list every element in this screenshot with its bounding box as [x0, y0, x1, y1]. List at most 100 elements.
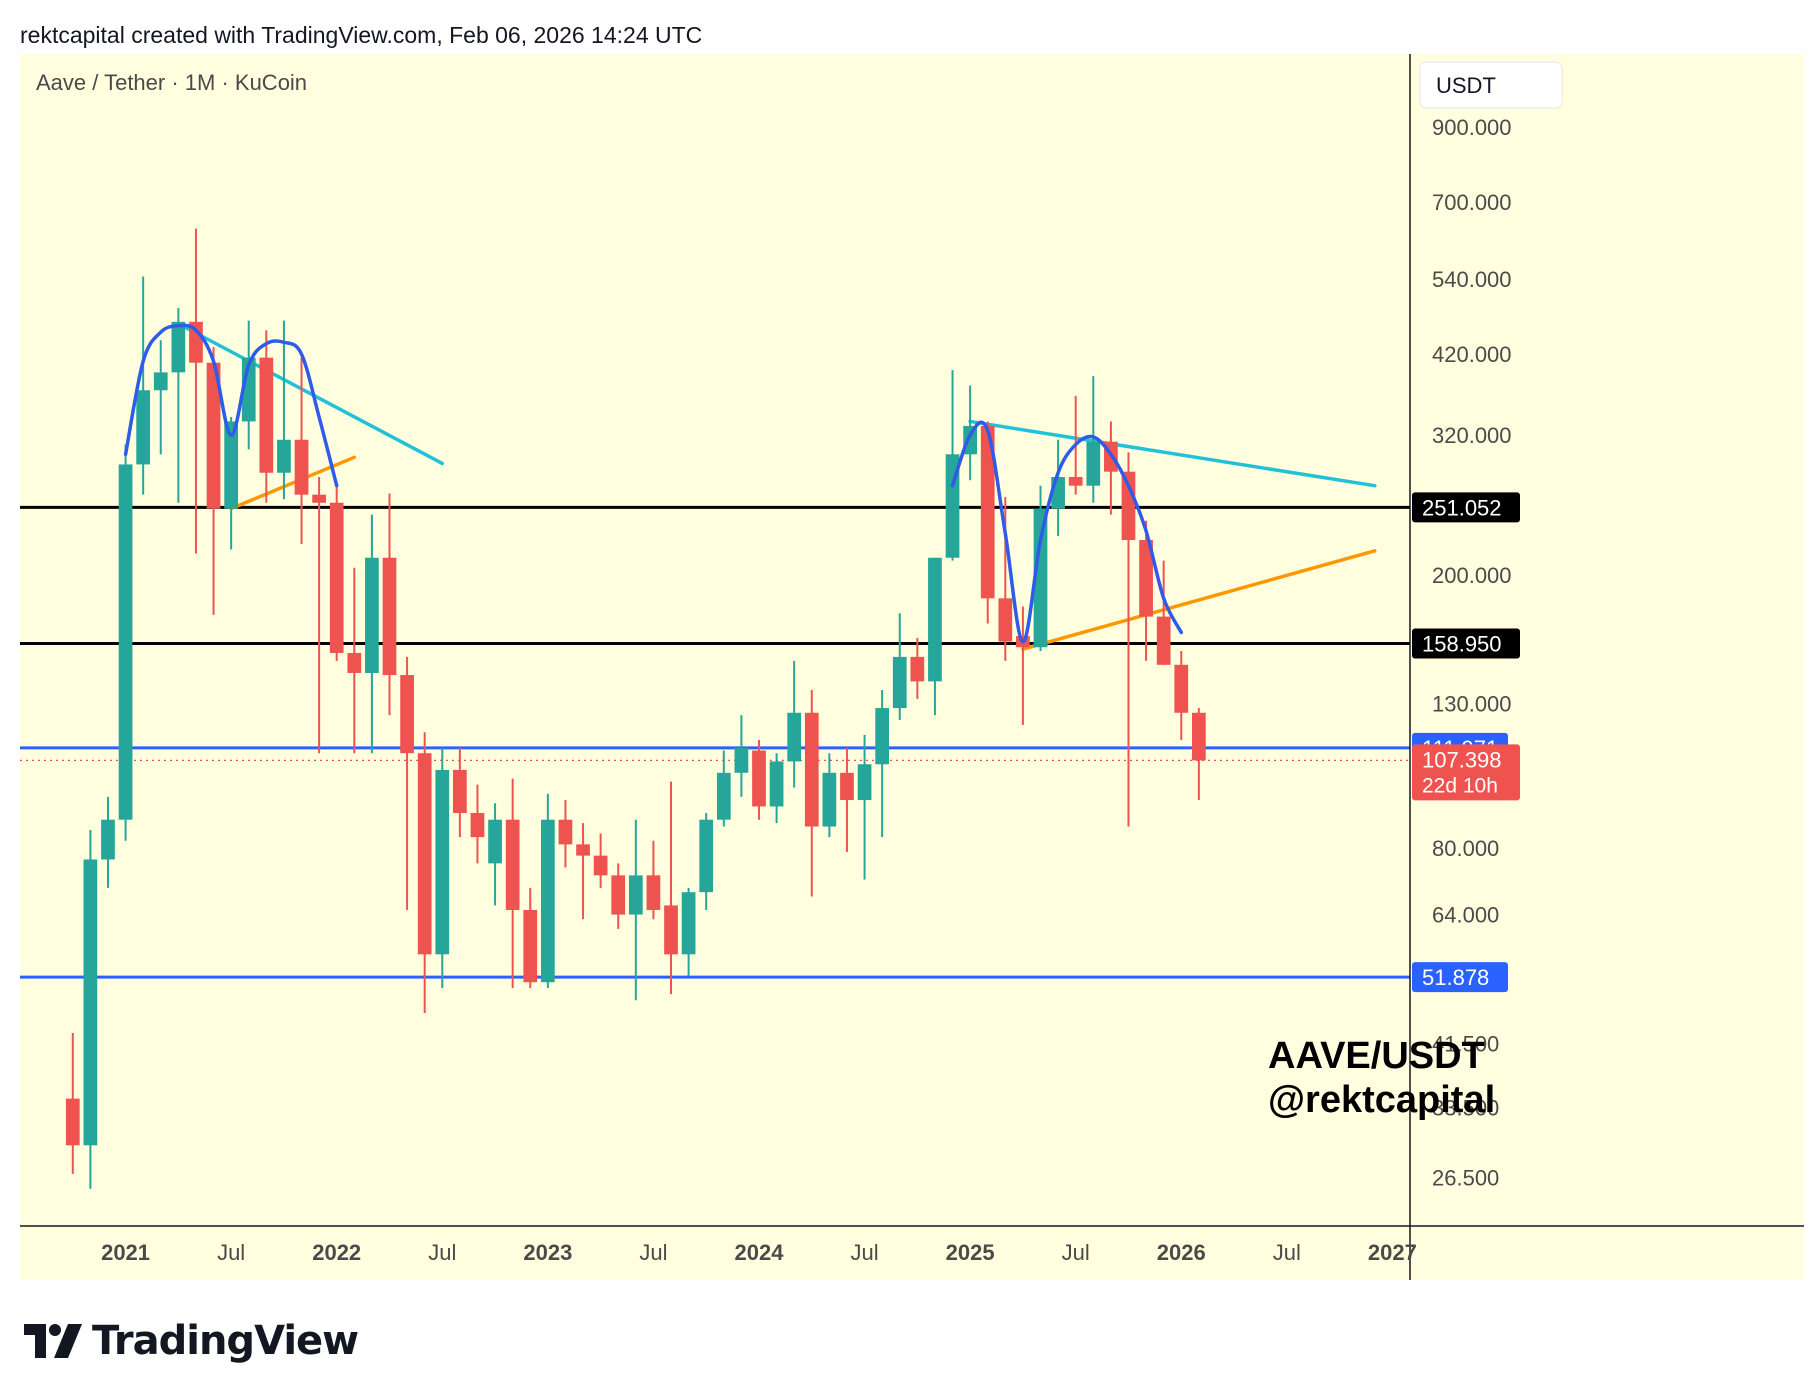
candle-body [365, 557, 379, 673]
price-tick-label: 420.000 [1432, 342, 1512, 367]
candle-body [734, 747, 749, 773]
candle-2025-10 [1121, 452, 1136, 827]
candle-body [224, 421, 239, 509]
candle-body [593, 855, 608, 876]
price-tick-label: 26.500 [1432, 1165, 1499, 1190]
time-tick-label: Jul [217, 1240, 245, 1265]
candle-body [118, 464, 133, 820]
candle-2023-09 [681, 887, 696, 977]
candle-body [699, 819, 714, 893]
candle-body [277, 439, 291, 473]
price-axis-background [1410, 54, 1804, 1280]
trendline-cyan-0 [176, 322, 445, 466]
pattern-curves [123, 323, 1184, 644]
candle-2024-07 [857, 734, 872, 880]
candle-2024-04 [804, 690, 819, 897]
chart-caption: rektcapital created with TradingView.com… [20, 22, 703, 48]
candle-2023-03 [576, 823, 590, 920]
horizontal-levels [20, 505, 1410, 979]
candle-body [1121, 471, 1136, 541]
tradingview-logo-icon [24, 1324, 82, 1358]
candle-body [980, 425, 995, 599]
candle-2025-02 [980, 421, 995, 624]
price-tick-label: 41.500 [1432, 1032, 1499, 1057]
candle-body [470, 813, 485, 838]
price-badge-51.878: 51.878 [1412, 962, 1508, 993]
candle-2022-07 [435, 747, 450, 989]
candle-2023-10 [699, 813, 714, 910]
candle-2026-01 [1174, 651, 1189, 740]
candle-body [505, 819, 520, 910]
candle-body [400, 675, 414, 754]
candle-body [294, 439, 309, 495]
time-axis-background [20, 1226, 1410, 1280]
candle-body [153, 372, 168, 391]
candle-2024-03 [787, 660, 802, 788]
price-axis-ticks: 900.000 700.000 540.000 420.000 320.000 200.0… [1432, 115, 1512, 1190]
candle-2022-09 [470, 784, 485, 864]
price-tick-label: 80.000 [1432, 836, 1499, 861]
candle-body [1191, 712, 1206, 761]
candle-2021-03 [153, 340, 168, 455]
time-tick-label: Jul [428, 1240, 456, 1265]
price-chart[interactable]: 900.000 700.000 540.000 420.000 320.000 200.0… [20, 54, 1804, 1280]
candle-2021-12 [312, 477, 326, 754]
annotation-handle: @rektcapital [1268, 1079, 1495, 1121]
candle-2024-10 [910, 637, 925, 699]
candle-2021-11 [294, 357, 309, 545]
candle-2024-09 [892, 613, 907, 720]
currency-button[interactable]: USDT [1419, 61, 1563, 109]
candle-2022-02 [347, 567, 362, 754]
time-tick-label: 2024 [735, 1240, 785, 1265]
candle-2022-10 [488, 803, 502, 906]
time-axis-ticks: 2021 Jul 2022 Jul 2023 Jul 2024 Jul 2025 Jul 2026 J… [101, 1240, 1417, 1265]
candle-body [206, 362, 221, 509]
price-tick-label: 130.000 [1432, 691, 1512, 716]
price-badge-bg [1412, 628, 1520, 659]
price-badge-158.950: 158.950 [1412, 628, 1520, 659]
candle-body [1033, 508, 1048, 648]
candle-2021-02 [136, 276, 151, 495]
candle-2022-05 [400, 656, 414, 910]
candle-2025-05 [1033, 485, 1048, 652]
price-tick-label: 64.000 [1432, 903, 1499, 928]
time-tick-label: Jul [1062, 1240, 1090, 1265]
candle-body [558, 819, 573, 845]
candle-body [611, 875, 626, 915]
candle-2021-07 [224, 417, 239, 550]
candle-2024-02 [769, 753, 784, 824]
candle-2021-04 [171, 308, 186, 503]
candle-body [382, 557, 397, 676]
candle-body [540, 819, 555, 983]
candle-body [928, 557, 942, 682]
candle-2024-01 [752, 739, 766, 820]
candle-2024-05 [822, 753, 837, 838]
candle-body [329, 502, 344, 653]
price-tick-label: 320.000 [1432, 423, 1512, 448]
candle-body [488, 819, 502, 864]
candle-2023-02 [558, 800, 573, 868]
candle-2024-06 [840, 747, 854, 852]
candle-2023-01 [540, 793, 555, 989]
symbol-label: Aave / Tether · 1M · KuCoin [36, 70, 307, 95]
candle-body [171, 321, 186, 373]
candle-2025-12 [1156, 560, 1171, 665]
candle-2022-04 [382, 493, 397, 716]
current-price-badge-bg [1412, 744, 1520, 801]
candle-2021-01 [118, 444, 133, 841]
candle-body [136, 390, 151, 465]
candle-2022-06 [417, 732, 432, 1013]
candle-body [101, 819, 115, 860]
candle-2023-08 [664, 781, 678, 995]
trendline-orange-3 [1021, 549, 1377, 651]
trendlines [176, 322, 1377, 651]
chart-frame[interactable]: 900.000 700.000 540.000 420.000 320.000 200.0… [20, 54, 1804, 1280]
annotation-pair: AAVE/USDT [1268, 1035, 1485, 1077]
candle-2022-12 [523, 887, 538, 989]
candle-body [347, 652, 362, 673]
time-tick-label: 2021 [101, 1240, 150, 1265]
candle-2022-03 [365, 514, 379, 754]
tradingview-logo[interactable]: TradingView [24, 1318, 359, 1364]
candle-2025-11 [1139, 520, 1153, 661]
